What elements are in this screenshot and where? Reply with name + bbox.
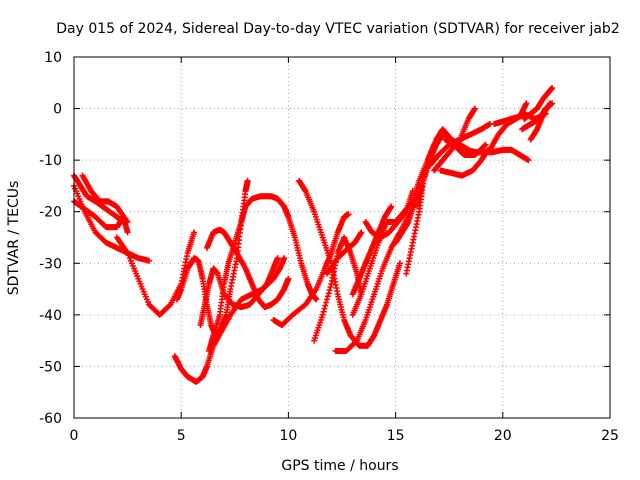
data-point-marker: [166, 302, 173, 309]
data-point-marker: [546, 100, 553, 107]
data-point-marker: [327, 284, 334, 291]
y-tick-label: -60: [39, 411, 62, 427]
data-point-marker: [471, 105, 478, 112]
data-series: [392, 198, 418, 246]
data-series: [491, 100, 530, 128]
data-point-marker: [345, 211, 352, 218]
data-point-marker: [274, 255, 281, 262]
data-series: [79, 172, 131, 226]
x-tick-label: 25: [601, 428, 619, 444]
data-layer: [71, 84, 556, 385]
data-point-marker: [481, 142, 488, 149]
data-series: [296, 177, 403, 349]
data-series: [113, 229, 198, 318]
x-axis-title: GPS time / hours: [281, 458, 398, 474]
data-series: [71, 182, 153, 264]
x-tick-label: 10: [279, 428, 297, 444]
data-point-marker: [124, 219, 131, 226]
data-point-marker: [549, 84, 556, 91]
data-point-marker: [523, 100, 530, 107]
y-tick-label: -10: [39, 153, 62, 169]
data-series: [414, 131, 446, 210]
y-axis-title: SDTVAR / TECUs: [6, 181, 22, 296]
data-point-marker: [321, 305, 328, 312]
data-point-marker: [320, 308, 327, 315]
data-series: [203, 226, 292, 311]
x-tick-label: 5: [177, 428, 186, 444]
y-tick-label: -50: [39, 359, 62, 375]
y-tick-label: 0: [53, 102, 62, 118]
data-point-marker: [324, 293, 331, 300]
data-point-marker: [326, 287, 333, 294]
data-point-marker: [402, 209, 409, 216]
data-point-marker: [352, 338, 359, 345]
data-series: [323, 229, 365, 277]
data-point-marker: [322, 302, 329, 309]
data-point-marker: [313, 296, 320, 303]
data-series: [349, 203, 395, 298]
data-point-marker: [323, 299, 330, 306]
data-point-marker: [482, 141, 489, 148]
data-point-marker: [396, 260, 403, 267]
data-series: [270, 211, 352, 329]
y-tick-label: -40: [39, 308, 62, 324]
y-tick-label: -20: [39, 205, 62, 221]
data-point-marker: [285, 275, 292, 282]
data-point-marker: [358, 229, 365, 236]
data-series: [171, 255, 288, 385]
data-point-marker: [439, 131, 446, 138]
data-point-marker: [525, 157, 532, 164]
data-point-marker: [191, 229, 198, 236]
x-tick-label: 20: [494, 428, 512, 444]
data-point-marker: [281, 255, 288, 262]
data-point-marker: [323, 296, 330, 303]
chart-title: Day 015 of 2024, Sidereal Day-to-day VTE…: [56, 21, 619, 37]
data-series: [521, 84, 556, 122]
y-tick-label: 10: [44, 50, 62, 66]
data-point-marker: [388, 203, 395, 210]
data-series: [71, 198, 131, 236]
data-series: [527, 100, 553, 143]
data-point-marker: [124, 229, 131, 236]
data-point-marker: [319, 311, 326, 318]
axis-ticks: 0 5 10 15 20 25 -60 -50 -40 -30 -20 -10 0 10: [39, 50, 619, 444]
data-point-marker: [409, 188, 416, 195]
x-tick-label: 15: [387, 428, 405, 444]
data-point-marker: [146, 257, 153, 264]
plot-frame: [73, 56, 611, 419]
data-point-marker: [325, 290, 332, 297]
y-tick-label: -30: [39, 256, 62, 272]
x-tick-label: 0: [70, 428, 79, 444]
data-point-marker: [244, 177, 251, 184]
